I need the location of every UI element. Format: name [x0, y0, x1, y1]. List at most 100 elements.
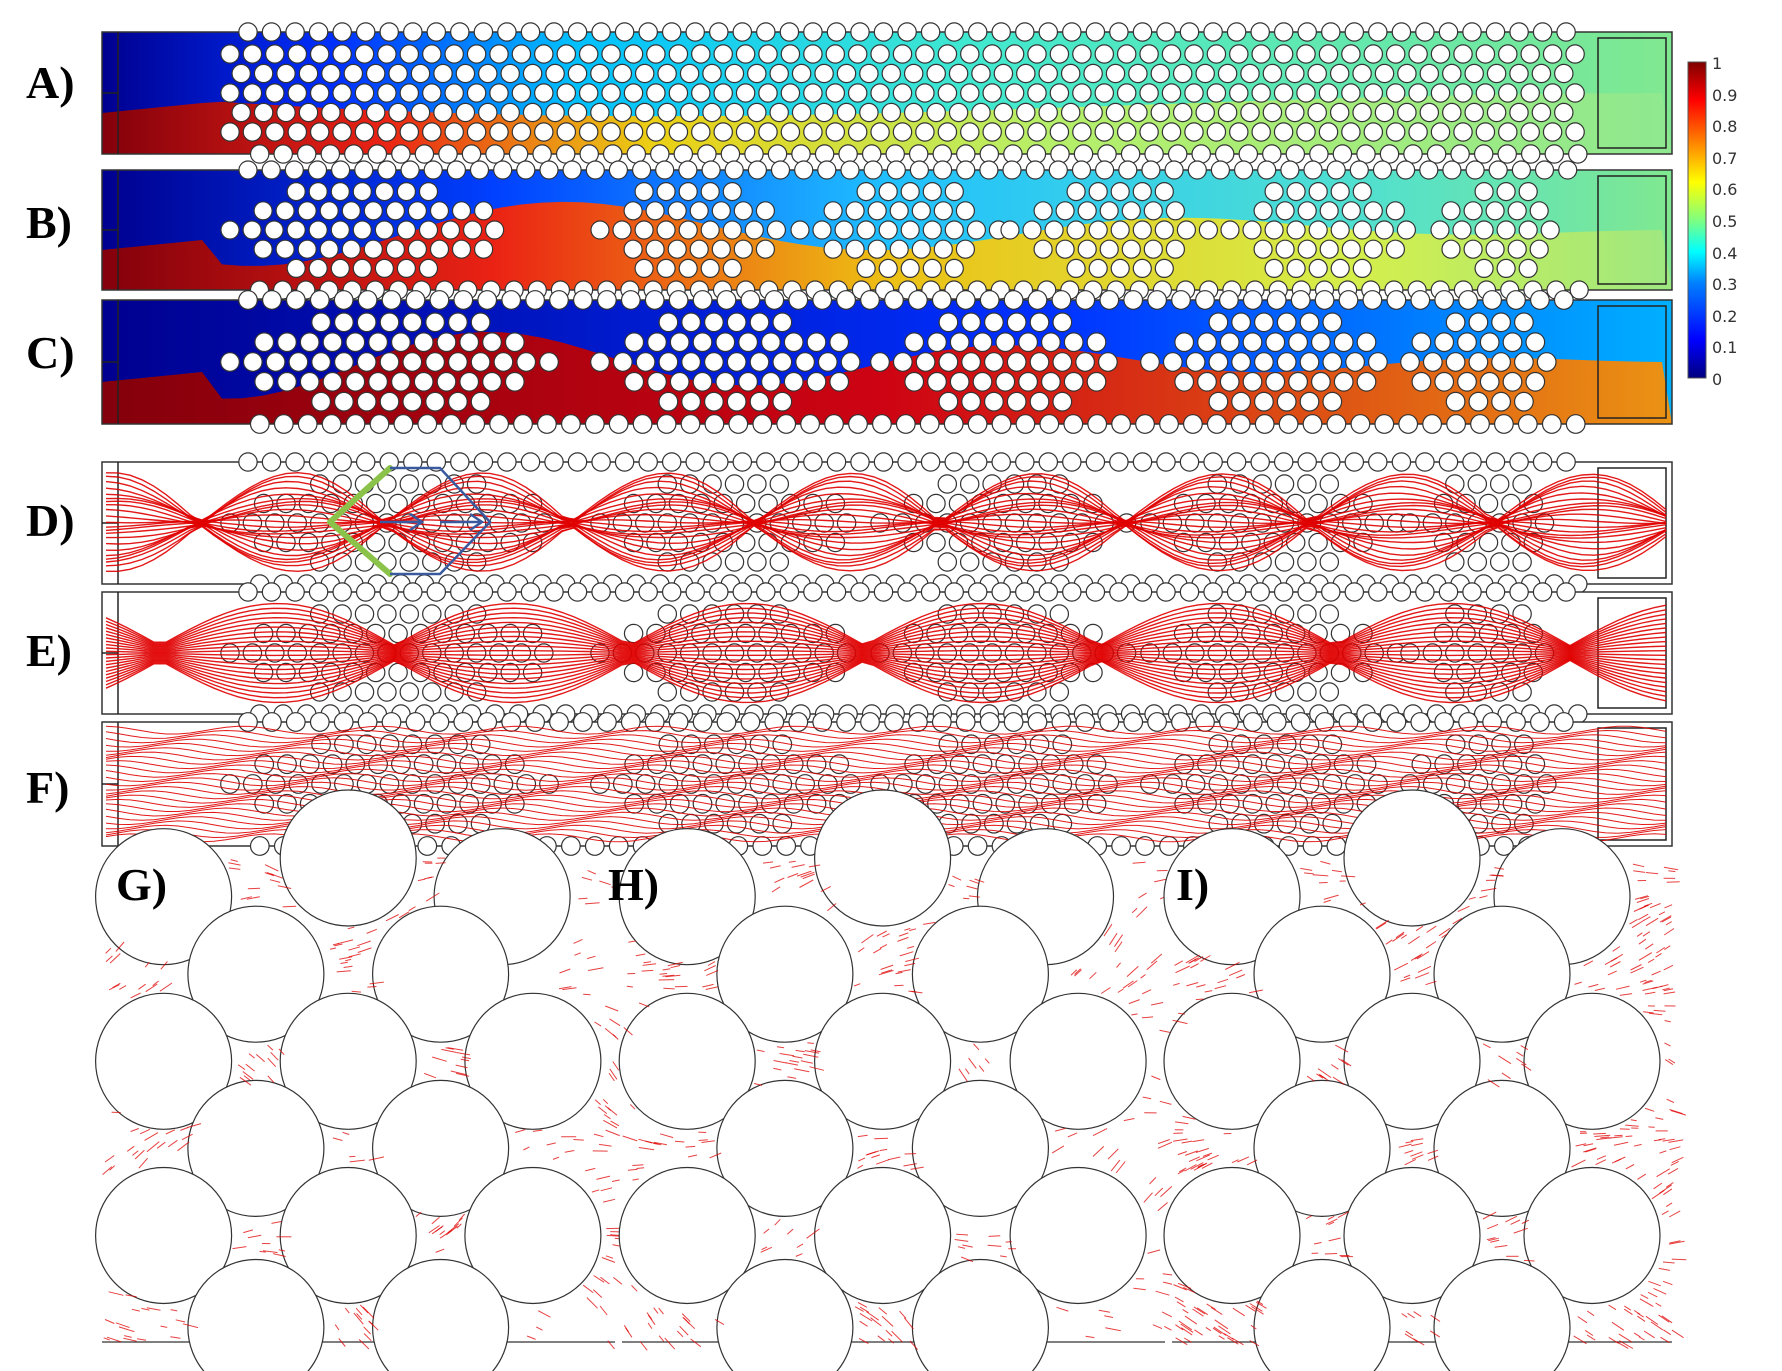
pillar — [623, 122, 644, 142]
wall-pillar — [1141, 160, 1161, 180]
pillar — [1288, 332, 1308, 353]
velocity-arrow — [1479, 895, 1488, 899]
velocity-arrow — [785, 1062, 798, 1066]
pillar — [1529, 201, 1549, 221]
wall-pillar — [1350, 414, 1371, 434]
velocity-arrow — [1457, 905, 1470, 913]
pillar — [1099, 239, 1119, 259]
wall-pillar — [426, 582, 447, 602]
pillar — [726, 391, 747, 412]
velocity-arrow — [1520, 1045, 1529, 1051]
pillar — [1055, 201, 1075, 221]
velocity-arrow — [792, 1055, 803, 1059]
pillar — [1274, 552, 1295, 572]
velocity-arrow — [1427, 1149, 1439, 1155]
pillar — [601, 122, 621, 142]
velocity-arrow — [1577, 1316, 1588, 1324]
pillar — [1040, 754, 1061, 775]
wall-pillar — [1015, 582, 1035, 602]
velocity-arrow — [1205, 1326, 1212, 1332]
wall-pillar — [354, 160, 374, 180]
pillar — [220, 83, 240, 103]
velocity-arrow — [584, 902, 600, 905]
zoom-pillar — [618, 1166, 756, 1305]
pillar — [1207, 604, 1228, 624]
panel-label-a: A) — [26, 57, 75, 108]
pillar — [681, 312, 701, 333]
velocity-arrow — [160, 1325, 168, 1328]
velocity-arrow — [1662, 1261, 1675, 1264]
wall-pillar — [685, 582, 705, 602]
wall-pillar — [1438, 582, 1459, 602]
pillar — [242, 122, 263, 142]
wall-pillar — [355, 22, 376, 42]
wall-pillar — [1415, 582, 1435, 602]
velocity-arrow — [809, 1066, 825, 1071]
wall-pillar — [1118, 160, 1138, 180]
velocity-arrow — [606, 1234, 621, 1237]
velocity-arrow — [455, 1064, 468, 1069]
wall-pillar — [1226, 22, 1247, 42]
pillar — [1139, 44, 1159, 64]
velocity-arrow — [144, 961, 150, 968]
velocity-arrow — [1656, 1168, 1670, 1178]
pillar — [242, 352, 263, 372]
pillar — [352, 258, 372, 278]
wall-pillar — [417, 836, 438, 856]
pillar — [388, 532, 408, 553]
pillar — [1509, 102, 1529, 123]
pillar — [1264, 258, 1284, 278]
wall-pillar — [709, 22, 729, 42]
pillar — [700, 220, 720, 240]
pillar — [1536, 352, 1557, 372]
pillar — [1485, 201, 1505, 221]
pillar — [1083, 102, 1103, 123]
velocity-arrow — [357, 947, 372, 953]
velocity-arrow — [1246, 1159, 1258, 1166]
pillar — [470, 352, 491, 372]
pillar — [1055, 239, 1075, 259]
wall-pillar — [584, 836, 605, 856]
pillar — [399, 552, 420, 572]
velocity-arrow — [1407, 1312, 1415, 1319]
pillar — [1419, 63, 1440, 84]
velocity-arrow — [359, 1304, 369, 1314]
pillar — [668, 83, 689, 103]
velocity-arrow — [910, 1166, 924, 1170]
pillar — [253, 662, 274, 683]
wall-pillar — [1266, 290, 1287, 310]
pillar — [955, 201, 976, 221]
wall-pillar — [1374, 414, 1395, 434]
velocity-arrow — [1639, 979, 1647, 983]
wall-pillar — [403, 582, 423, 602]
pillar — [1296, 83, 1316, 103]
pillar — [1475, 44, 1496, 64]
pillar — [343, 63, 364, 84]
pillar — [647, 332, 667, 353]
velocity-arrow — [1320, 860, 1331, 865]
pillar — [1231, 352, 1251, 372]
velocity-arrow — [102, 1166, 113, 1175]
pillar — [1341, 44, 1361, 64]
wall-pillar — [770, 160, 791, 180]
velocity-arrow — [1510, 1219, 1521, 1225]
pillar — [545, 102, 565, 123]
velocity-arrow — [1158, 1139, 1170, 1145]
wall-pillar — [1568, 144, 1588, 164]
wall-pillar — [638, 452, 658, 472]
velocity-arrow — [1513, 1227, 1528, 1234]
velocity-arrow — [1122, 980, 1134, 989]
pillar — [1408, 122, 1428, 142]
pillar — [667, 201, 687, 221]
pillar — [915, 44, 935, 64]
velocity-arrow — [1642, 931, 1651, 937]
wall-pillar — [414, 144, 435, 164]
pillar — [1453, 122, 1473, 142]
wall-pillar — [826, 22, 847, 42]
wall-pillar — [1458, 290, 1478, 310]
pillar — [1052, 391, 1073, 412]
wall-pillar — [932, 160, 953, 180]
panel-label-e: E) — [26, 625, 72, 676]
wall-pillar — [826, 452, 847, 472]
pillar — [470, 312, 491, 333]
